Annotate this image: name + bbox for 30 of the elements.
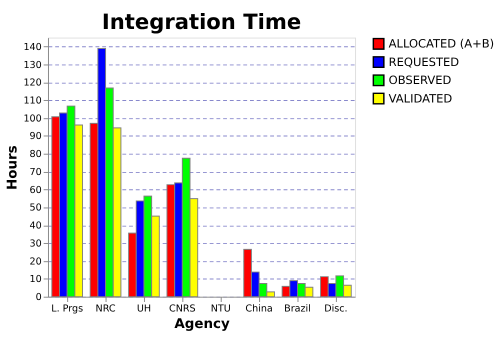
y-tick-label: 40 (30, 220, 42, 232)
x-tick-label: Brazil (284, 304, 311, 315)
y-tick-label: 120 (23, 78, 42, 89)
y-tick-label: 140 (23, 42, 42, 53)
legend-label: REQUESTED (388, 54, 460, 69)
y-tick-label: 30 (30, 238, 42, 250)
y-tick-label: 60 (30, 184, 42, 196)
y-tick-label: 100 (23, 113, 42, 124)
x-tick-label: NTU (210, 304, 231, 315)
y-tick-label: 70 (30, 166, 42, 178)
y-tick-label: 130 (23, 60, 42, 71)
y-tick-label: 10 (30, 274, 42, 286)
chart-title: Integration Time (102, 8, 302, 34)
y-axis-title: Hours (6, 145, 21, 190)
y-tick-label: 50 (30, 202, 42, 214)
x-tick-label: China (245, 304, 273, 315)
x-tick-label: Disc. (324, 304, 348, 315)
y-tick-label: 0 (36, 292, 42, 304)
legend-label: OBSERVED (388, 73, 452, 88)
y-tick-label: 20 (30, 256, 42, 268)
x-tick-label: L. Prgs (51, 304, 84, 315)
legend-label: ALLOCATED (A+B) (388, 36, 494, 51)
legend-label: VALIDATED (388, 91, 452, 106)
x-tick-label: UH (136, 304, 152, 315)
y-tick-label: 110 (23, 96, 42, 107)
x-axis-title: Agency (174, 316, 230, 332)
x-tick-label: NRC (96, 304, 116, 315)
y-tick-label: 90 (30, 131, 42, 142)
x-tick-label: CNRS (169, 304, 196, 315)
y-tick-label: 80 (30, 149, 42, 160)
